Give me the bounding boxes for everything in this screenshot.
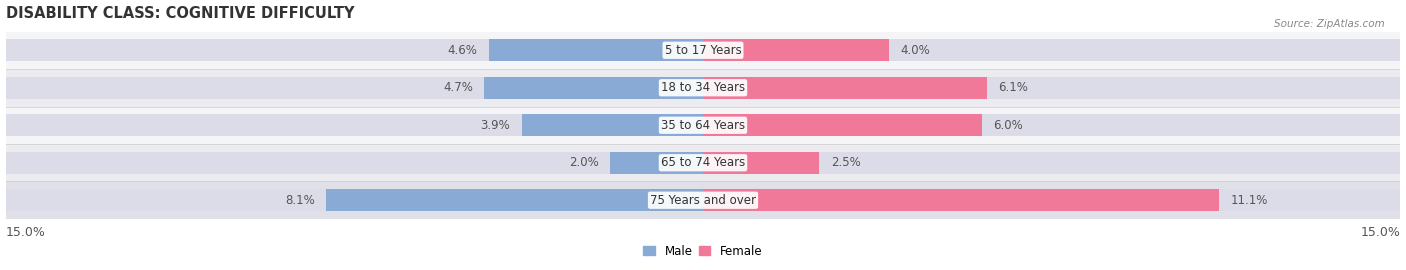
Bar [6, 39, 703, 61]
Text: 4.0%: 4.0% [901, 44, 931, 57]
Bar [6, 114, 703, 136]
Text: 5 to 17 Years: 5 to 17 Years [665, 44, 741, 57]
Bar [6, 77, 703, 99]
Bar [6, 69, 1400, 106]
Text: 35 to 64 Years: 35 to 64 Years [661, 119, 745, 132]
Bar [6, 152, 703, 174]
Text: 4.6%: 4.6% [447, 44, 478, 57]
Bar [6, 181, 1400, 219]
Bar [703, 114, 1400, 136]
Text: 15.0%: 15.0% [6, 226, 45, 239]
Bar [703, 114, 981, 136]
Text: 2.0%: 2.0% [568, 156, 599, 169]
Legend: Male, Female: Male, Female [638, 240, 768, 262]
Text: 75 Years and over: 75 Years and over [650, 194, 756, 207]
Bar [6, 144, 1400, 181]
Text: 6.1%: 6.1% [998, 81, 1028, 94]
Text: DISABILITY CLASS: COGNITIVE DIFFICULTY: DISABILITY CLASS: COGNITIVE DIFFICULTY [6, 6, 354, 21]
Bar [703, 152, 1400, 174]
Bar [703, 39, 1400, 61]
Text: 2.5%: 2.5% [831, 156, 860, 169]
Text: 18 to 34 Years: 18 to 34 Years [661, 81, 745, 94]
Bar [703, 39, 889, 61]
Text: 15.0%: 15.0% [1361, 226, 1400, 239]
Bar [326, 189, 703, 211]
Bar [703, 189, 1219, 211]
Text: 4.7%: 4.7% [443, 81, 472, 94]
Text: Source: ZipAtlas.com: Source: ZipAtlas.com [1274, 19, 1385, 29]
Bar [610, 152, 703, 174]
Text: 11.1%: 11.1% [1230, 194, 1268, 207]
Bar [485, 77, 703, 99]
Bar [6, 106, 1400, 144]
Bar [6, 32, 1400, 69]
Text: 8.1%: 8.1% [285, 194, 315, 207]
Bar [489, 39, 703, 61]
Bar [703, 152, 820, 174]
Bar [522, 114, 703, 136]
Bar [703, 77, 1400, 99]
Text: 3.9%: 3.9% [481, 119, 510, 132]
Bar [703, 77, 987, 99]
Text: 6.0%: 6.0% [994, 119, 1024, 132]
Text: 65 to 74 Years: 65 to 74 Years [661, 156, 745, 169]
Bar [6, 189, 703, 211]
Bar [703, 189, 1400, 211]
